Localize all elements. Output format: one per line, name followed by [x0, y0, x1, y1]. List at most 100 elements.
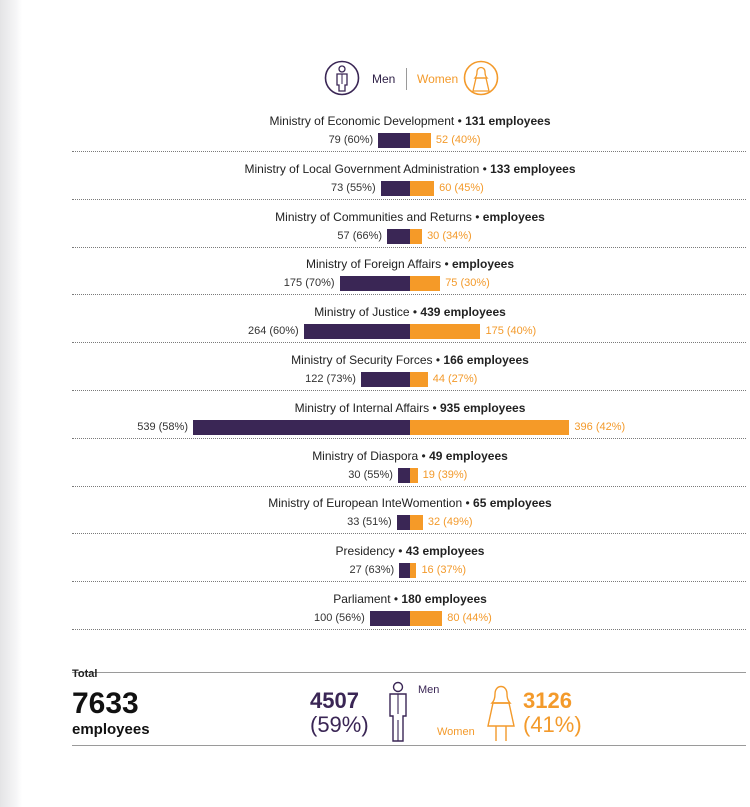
- men-total-percent: (59%): [310, 712, 369, 737]
- women-value-label: 60 (45%): [439, 181, 484, 194]
- row-divider: [72, 294, 746, 296]
- men-value-label: 122 (73%): [305, 373, 356, 385]
- women-value-label: 16 (37%): [421, 564, 467, 577]
- bar-men: [399, 563, 410, 579]
- row-separator: •: [441, 257, 452, 272]
- row-total: 166 employees: [443, 353, 529, 367]
- row-total: 65 employees: [473, 496, 552, 511]
- row-name: Ministry of Foreign Affairs: [305, 257, 442, 272]
- chart-row: Ministry of Justice • 439 employees 264 (…: [0, 305, 750, 353]
- row-title: Presidency • 43 employees: [0, 544, 750, 558]
- men-total-number: 4507: [310, 688, 359, 713]
- men-value-label: 539 (58%): [137, 420, 188, 433]
- legend-women-label: Women: [417, 72, 459, 86]
- row-name: Ministry of Security Forces: [291, 353, 433, 367]
- row-divider: [72, 629, 746, 630]
- bar-men: [369, 611, 410, 626]
- row-divider: [72, 342, 746, 344]
- chart-row: Ministry of Local Government Administrat…: [0, 162, 750, 210]
- row-total: employees: [452, 257, 515, 272]
- row-total: 43 employees: [405, 544, 485, 559]
- row-separator: •: [418, 448, 430, 463]
- women-value-label: 30 (34%): [427, 229, 472, 242]
- page-edge-shadow: [0, 0, 22, 807]
- row-title: Ministry of Communities and Returns • em…: [0, 210, 750, 224]
- bar-women: [410, 180, 435, 196]
- men-value-label: 79 (60%): [328, 134, 374, 146]
- bar-men: [193, 419, 410, 435]
- row-name: Ministry of Internal Affairs: [294, 400, 430, 415]
- men-value-label: 27 (63%): [349, 564, 395, 577]
- bar-men: [378, 133, 410, 148]
- chart-row: Ministry of Economic Development • 131 e…: [0, 114, 750, 162]
- row-total: 180 employees: [401, 592, 487, 606]
- row-divider: [72, 485, 746, 487]
- row-separator: •: [429, 400, 440, 415]
- men-value-label: 30 (55%): [348, 468, 393, 481]
- row-separator: •: [479, 161, 491, 176]
- chart-row: Presidency • 43 employees 27 (63%) 16 (37%…: [0, 544, 750, 592]
- men-value-label: 175 (70%): [283, 277, 335, 290]
- row-title: Ministry of European InteWomention • 65 …: [0, 496, 750, 510]
- chart-row: Ministry of Security Forces • 166 employ…: [0, 353, 750, 401]
- row-total: 935 employees: [439, 400, 526, 415]
- women-value-label: 19 (39%): [422, 468, 468, 481]
- total-bottom-rule: [72, 745, 746, 746]
- row-title: Ministry of Justice • 439 employees: [0, 305, 750, 319]
- row-separator: •: [432, 353, 444, 367]
- bar-men: [360, 372, 410, 387]
- bar-women: [410, 467, 418, 483]
- total-top-rule: [72, 672, 746, 673]
- bar-men: [387, 228, 410, 244]
- men-value-label: 73 (55%): [330, 181, 376, 194]
- chart-row: Ministry of Communities and Returns • em…: [0, 210, 750, 258]
- legend-men-label: Men: [372, 72, 396, 86]
- man-icon: [324, 60, 360, 96]
- men-value-label: 57 (66%): [337, 229, 383, 242]
- chart-row: Ministry of Foreign Affairs • employees 1…: [0, 257, 750, 305]
- row-total: 131 employees: [465, 114, 551, 128]
- row-separator: •: [462, 496, 474, 511]
- bar-women: [410, 228, 423, 244]
- row-title: Ministry of Diaspora • 49 employees: [0, 449, 750, 463]
- man-figure-icon: [389, 681, 407, 742]
- row-divider: [72, 198, 746, 200]
- bar-women: [410, 419, 570, 435]
- bar-men: [397, 467, 410, 483]
- women-value-label: 396 (42%): [574, 420, 626, 433]
- women-value-label: 175 (40%): [485, 325, 537, 338]
- woman-icon: [463, 60, 499, 96]
- women-value-label: 44 (27%): [432, 373, 478, 385]
- bar-women: [410, 276, 441, 292]
- bar-men: [339, 276, 410, 292]
- bar-men: [380, 180, 410, 196]
- bar-women: [410, 563, 417, 579]
- row-total: employees: [482, 209, 545, 224]
- bar-women: [410, 515, 423, 531]
- row-title: Ministry of Foreign Affairs • employees: [0, 257, 750, 271]
- row-separator: •: [471, 209, 483, 224]
- row-name: Presidency: [335, 544, 395, 559]
- row-title: Ministry of Internal Affairs • 935 emplo…: [0, 401, 750, 415]
- row-title: Ministry of Security Forces • 166 employ…: [0, 353, 750, 367]
- bar-women: [410, 611, 443, 626]
- bar-women: [410, 324, 481, 340]
- row-name: Ministry of Diaspora: [312, 448, 419, 463]
- women-value-label: 52 (40%): [435, 134, 481, 146]
- row-title: Ministry of Economic Development • 131 e…: [0, 114, 750, 128]
- row-total: 49 employees: [429, 448, 508, 463]
- row-title: Parliament • 180 employees: [0, 592, 750, 606]
- men-value-label: 264 (60%): [247, 325, 299, 338]
- row-divider: [72, 151, 746, 152]
- men-value-label: 33 (51%): [347, 516, 392, 529]
- row-name: Ministry of Local Government Administrat…: [244, 161, 480, 176]
- bar-men: [303, 324, 410, 340]
- row-divider: [72, 533, 746, 535]
- bar-men: [396, 515, 410, 531]
- row-separator: •: [390, 592, 402, 606]
- row-name: Ministry of European InteWomention: [268, 496, 463, 511]
- men-total-label: Men: [418, 684, 440, 696]
- row-name: Ministry of Justice: [314, 305, 410, 320]
- row-name: Ministry of Economic Development: [269, 114, 455, 128]
- row-total: 133 employees: [490, 161, 576, 176]
